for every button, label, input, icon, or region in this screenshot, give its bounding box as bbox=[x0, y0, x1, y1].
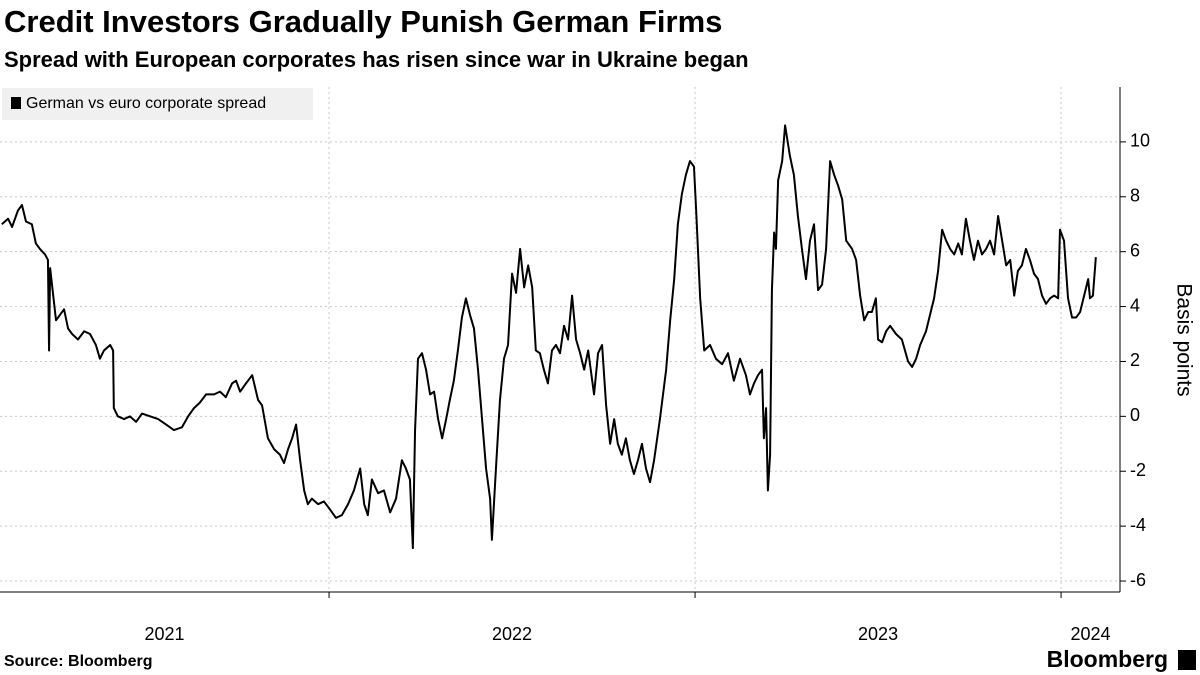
y-tick-label: 0 bbox=[1130, 405, 1140, 425]
y-tick-label: -6 bbox=[1130, 570, 1146, 590]
y-tick-label: -4 bbox=[1130, 515, 1146, 535]
source: Source: Bloomberg bbox=[4, 653, 152, 670]
x-tick-label: 2024 bbox=[1071, 624, 1111, 644]
y-tick-label: 2 bbox=[1130, 350, 1140, 370]
y-tick-label: 6 bbox=[1130, 240, 1140, 260]
y-tick-label: -2 bbox=[1130, 460, 1146, 480]
y-tick-label: 4 bbox=[1130, 295, 1140, 315]
x-tick-label: 2021 bbox=[144, 624, 184, 644]
y-tick-label: 8 bbox=[1130, 186, 1140, 206]
chart-title: Credit Investors Gradually Punish German… bbox=[4, 4, 722, 39]
legend-swatch bbox=[11, 97, 21, 109]
legend-label: German vs euro corporate spread bbox=[26, 95, 266, 112]
line bbox=[1, 124, 1097, 550]
x-tick-label: 2023 bbox=[858, 624, 898, 644]
chart-subtitle: Spread with European corporates has rise… bbox=[4, 47, 749, 72]
y-axis-label: Basis points bbox=[1172, 283, 1195, 396]
x-tick-label: 2022 bbox=[492, 624, 532, 644]
logo: Bloomberg bbox=[1047, 646, 1168, 672]
logo-icon bbox=[1178, 650, 1196, 670]
legend-box bbox=[2, 88, 313, 120]
y-tick-label: 10 bbox=[1130, 131, 1150, 151]
